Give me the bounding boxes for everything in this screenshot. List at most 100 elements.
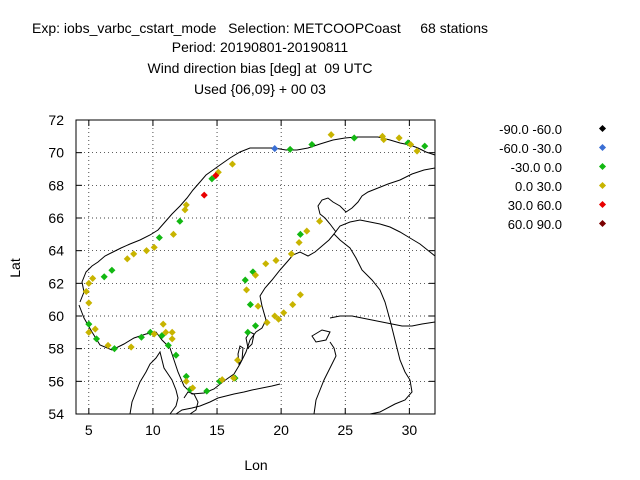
station-marker: [158, 332, 166, 340]
header-line-2: Period: 20190801-20190811: [171, 39, 349, 55]
coastline-norway-sweden: [79, 136, 436, 303]
station-marker: [251, 322, 260, 330]
legend-label: 60.0 90.0: [507, 217, 562, 232]
station-marker: [289, 301, 297, 309]
x-tick-label: 30: [402, 422, 418, 438]
x-tick-label: 5: [85, 422, 93, 438]
station-marker: [182, 377, 190, 385]
station-marker: [413, 147, 421, 155]
y-tick-label: 72: [48, 112, 64, 128]
station-marker: [85, 328, 93, 336]
axis-ticks: 5 10 15 20 25 30 54 56 58 60 62 64 66 68 70 72: [48, 112, 435, 438]
station-marker: [327, 131, 335, 139]
x-tick-label: 20: [273, 422, 289, 438]
legend-swatch: [598, 181, 607, 190]
station-marker: [295, 238, 303, 247]
station-marker: [181, 206, 189, 214]
station-marker: [271, 145, 279, 153]
legend-item: 0.0 30.0: [462, 179, 612, 195]
station-marker: [280, 309, 288, 317]
header-line-4: Used {06,09} + 00 03: [194, 81, 326, 97]
legend-swatch: [598, 162, 607, 171]
station-marker: [380, 136, 388, 144]
legend-label: 30.0 60.0: [507, 198, 562, 213]
header-line-1: Exp: iobs_varbc_cstart_mode Selection: M…: [32, 20, 488, 36]
grid-lines: [76, 119, 435, 415]
station-marker: [142, 247, 151, 255]
x-tick-label: 10: [145, 422, 161, 438]
x-axis-label: Lon: [244, 457, 267, 473]
station-marker: [350, 134, 358, 142]
station-marker: [212, 171, 220, 180]
station-marker: [244, 328, 252, 336]
x-tick-label: 25: [337, 422, 353, 438]
coastline-estonia: [329, 315, 436, 327]
station-marker: [271, 312, 279, 320]
coastline-finland-north: [317, 167, 436, 233]
station-marker: [316, 217, 324, 225]
station-marker: [296, 230, 304, 238]
station-marker: [286, 145, 294, 153]
station-marker: [228, 160, 236, 168]
station-marker: [169, 230, 177, 238]
station-marker: [230, 374, 238, 382]
station-marker: [168, 335, 176, 343]
legend-label: -30.0 0.0: [510, 160, 562, 175]
station-marker: [287, 250, 295, 258]
legend-item: -60.0 -30.0: [462, 141, 612, 157]
station-marker: [150, 243, 158, 251]
station-marker: [85, 299, 93, 307]
station-marker: [85, 279, 93, 287]
station-marker: [182, 372, 190, 380]
station-marker: [91, 325, 99, 333]
y-tick-label: 64: [48, 243, 64, 259]
station-marker: [189, 384, 197, 392]
legend-label: 0.0 30.0: [515, 179, 562, 194]
legend-item: 60.0 90.0: [462, 217, 612, 233]
station-marker: [262, 260, 270, 268]
x-tick-label: 15: [209, 422, 225, 438]
y-tick-label: 60: [48, 308, 64, 324]
station-marker: [218, 376, 226, 384]
legend-swatch: [598, 219, 607, 228]
station-marker: [421, 142, 429, 150]
legend-item: 30.0 60.0: [462, 198, 612, 214]
coastline-saaremaa: [311, 329, 331, 343]
y-tick-label: 54: [48, 406, 64, 422]
coastline-baltic-west: [78, 233, 335, 395]
station-marker: [159, 320, 167, 328]
station-marker: [137, 333, 145, 341]
station-marker: [246, 301, 254, 309]
station-marker: [263, 318, 271, 327]
station-marker: [82, 287, 90, 296]
station-marker: [242, 286, 251, 294]
coastline-finland: [333, 219, 436, 415]
y-tick-label: 68: [48, 177, 64, 193]
station-marker: [172, 351, 180, 359]
station-marker: [104, 341, 112, 349]
station-marker: [272, 256, 280, 265]
station-marker: [168, 328, 176, 336]
station-marker: [200, 191, 208, 199]
station-marker: [150, 330, 158, 338]
station-marker: [130, 250, 138, 258]
station-marker: [254, 302, 262, 310]
legend-item: -30.0 0.0: [462, 160, 612, 176]
station-markers: [82, 131, 429, 395]
legend-label: -60.0 -30.0: [499, 141, 562, 156]
station-marker: [251, 271, 260, 279]
y-tick-label: 66: [48, 210, 64, 226]
y-tick-label: 70: [48, 145, 64, 161]
y-tick-label: 56: [48, 373, 64, 389]
station-marker: [155, 234, 163, 242]
station-marker: [164, 341, 172, 349]
legend-item: -90.0 -60.0: [462, 122, 612, 138]
station-marker: [100, 273, 108, 281]
station-marker: [296, 291, 304, 299]
plot-border: [75, 119, 436, 415]
station-marker: [208, 175, 216, 183]
y-axis-label: Lat: [7, 258, 23, 278]
station-marker: [308, 140, 316, 149]
station-marker: [92, 335, 101, 343]
station-marker: [85, 320, 93, 328]
